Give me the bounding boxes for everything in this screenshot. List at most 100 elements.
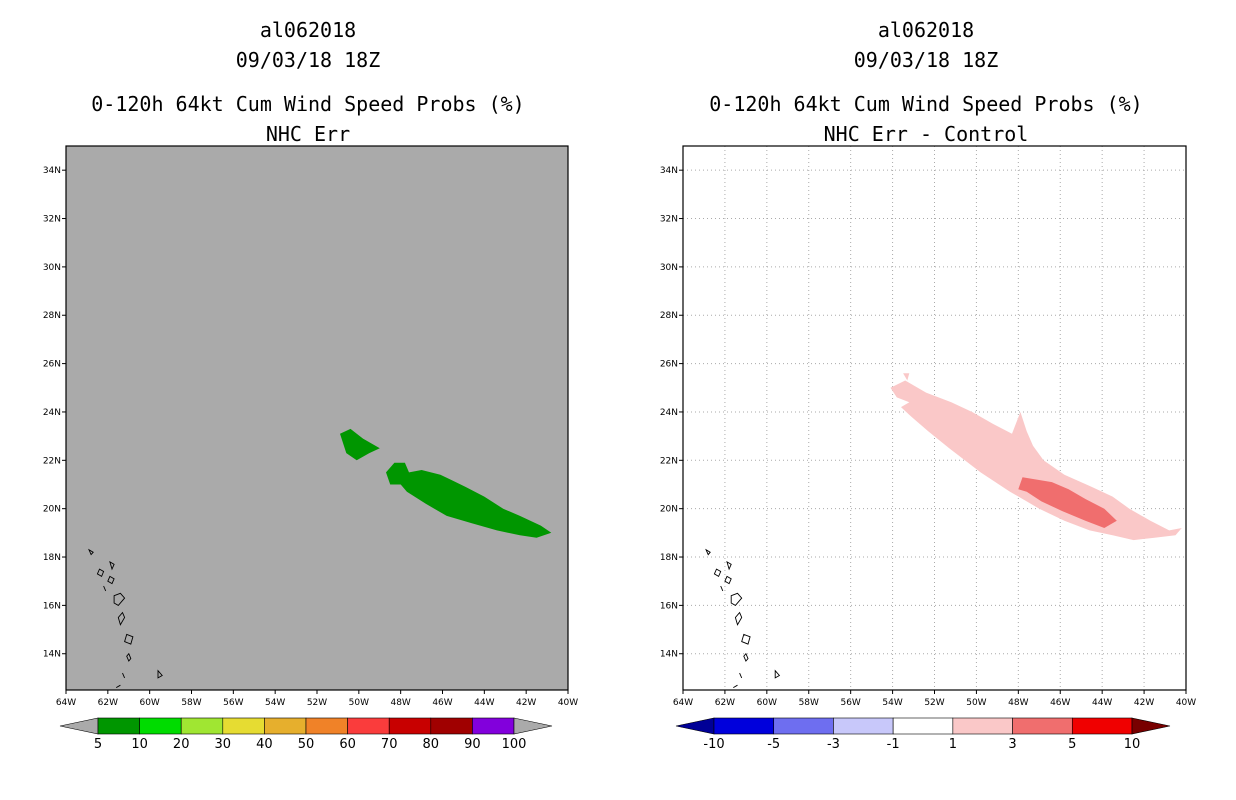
island-outline	[724, 575, 732, 585]
x-tick-label: 60W	[139, 698, 159, 708]
island-outline	[720, 585, 724, 592]
colorbar-segment	[1012, 717, 1073, 735]
x-tick-label: 42W	[1134, 698, 1154, 708]
coastlines	[88, 548, 163, 688]
y-tick-label: 14N	[660, 650, 678, 660]
island-outline	[733, 684, 738, 688]
y-tick-label: 32N	[660, 215, 678, 225]
colorbar-label: -10	[703, 737, 724, 752]
y-tick-label: 18N	[43, 553, 61, 563]
y-tick-label: 28N	[43, 311, 61, 321]
right-datetime: 09/03/18 18Z	[853, 48, 999, 72]
colorbar-label: 20	[173, 737, 190, 752]
x-tick-label: 58W	[799, 698, 819, 708]
colorbar-label: -3	[827, 737, 840, 752]
colorbar-segment	[472, 717, 515, 735]
y-tick-label: 24N	[43, 408, 61, 418]
island-outline	[741, 633, 751, 645]
right-panel-title: al062018 09/03/18 18Z 0-120h 64kt Cum Wi…	[666, 15, 1186, 149]
island-outline	[103, 585, 107, 592]
y-tick-label: 24N	[660, 408, 678, 418]
x-tick-label: 46W	[1050, 698, 1070, 708]
contour-region-3-5	[1018, 477, 1117, 528]
colorbar-label: 5	[94, 737, 102, 752]
x-tick-label: 60W	[757, 698, 777, 708]
colorbar-label: 100	[502, 737, 527, 752]
island-outline	[124, 633, 134, 645]
right-subtitle: NHC Err - Control	[823, 122, 1029, 146]
x-tick-label: 58W	[181, 698, 201, 708]
island-outline	[109, 560, 115, 571]
island-outline	[705, 548, 711, 556]
x-tick-label: 48W	[390, 698, 410, 708]
colorbar-segment	[1071, 717, 1133, 735]
colorbar-under-arrow	[59, 717, 99, 735]
island-outline	[774, 669, 781, 679]
y-tick-label: 22N	[43, 456, 61, 466]
colorbar-label: 30	[215, 737, 232, 752]
y-tick-label: 16N	[660, 601, 678, 611]
colorbar-label: 60	[339, 737, 356, 752]
colorbar-segment	[222, 717, 265, 735]
x-tick-label: 44W	[474, 698, 494, 708]
x-tick-label: 64W	[56, 698, 76, 708]
colorbar-segment	[347, 717, 390, 735]
x-tick-label: 62W	[715, 698, 735, 708]
colorbar-label: 40	[256, 737, 273, 752]
colorbar-label: -5	[767, 737, 780, 752]
y-tick-label: 18N	[660, 553, 678, 563]
panel-1: 64W 62W 60W 58W 56W 54W 52W 50W 48W 46W 44W 42W 40W 1…	[43, 145, 578, 752]
colorbar-segment	[430, 717, 473, 735]
coastlines	[705, 548, 781, 688]
y-tick-label: 20N	[43, 505, 61, 515]
y-tick-label: 16N	[43, 601, 61, 611]
y-tick-label: 34N	[43, 166, 61, 176]
x-tick-label: 50W	[966, 698, 986, 708]
island-outline	[88, 548, 94, 556]
contour-region-5-10	[340, 428, 380, 461]
y-tick-label: 26N	[43, 360, 61, 370]
left-main-title: 0-120h 64kt Cum Wind Speed Probs (%)	[91, 92, 525, 116]
island-outline	[115, 684, 121, 688]
x-tick-label: 44W	[1092, 698, 1112, 708]
colorbar-label: 10	[1124, 737, 1141, 752]
colorbar-segment	[713, 717, 775, 735]
y-tick-label: 26N	[660, 360, 678, 370]
x-tick-label: 42W	[516, 698, 536, 708]
colorbar-label: 90	[464, 737, 481, 752]
colorbar: 5 10 20 30 40 50 60 70 80 90 100	[59, 717, 553, 752]
y-tick-label: 34N	[660, 166, 678, 176]
island-outline	[730, 592, 743, 606]
colorbar-over-arrow	[1131, 717, 1171, 735]
contour-region-1-3	[890, 380, 1182, 541]
island-outline	[726, 560, 732, 571]
island-outline	[113, 592, 126, 606]
y-tick-label: 28N	[660, 311, 678, 321]
left-panel-title: al062018 09/03/18 18Z 0-120h 64kt Cum Wi…	[48, 15, 568, 149]
colorbar-segment	[388, 717, 432, 735]
colorbar-label: 50	[298, 737, 315, 752]
left-storm-id: al062018	[259, 18, 357, 42]
colorbar-label: 70	[381, 737, 398, 752]
island-outline	[713, 568, 722, 578]
x-tick-label: 62W	[98, 698, 118, 708]
left-datetime: 09/03/18 18Z	[235, 48, 381, 72]
colorbar-label: 80	[423, 737, 440, 752]
island-outline	[126, 652, 132, 662]
colorbar-label: 10	[131, 737, 148, 752]
contour-region-1-3	[903, 373, 910, 381]
island-outline	[734, 611, 743, 626]
colorbar-over-arrow	[513, 717, 553, 735]
y-tick-label: 14N	[43, 650, 61, 660]
colorbar-label: 3	[1008, 737, 1016, 752]
x-tick-label: 54W	[882, 698, 902, 708]
contour-region-5-10	[386, 462, 552, 538]
x-tick-label: 48W	[1008, 698, 1028, 708]
x-tick-label: 56W	[840, 698, 860, 708]
x-tick-label: 40W	[1176, 698, 1196, 708]
y-tick-label: 20N	[660, 505, 678, 515]
right-storm-id: al062018	[877, 18, 975, 42]
colorbar-label: -1	[887, 737, 900, 752]
island-outline	[743, 652, 749, 662]
